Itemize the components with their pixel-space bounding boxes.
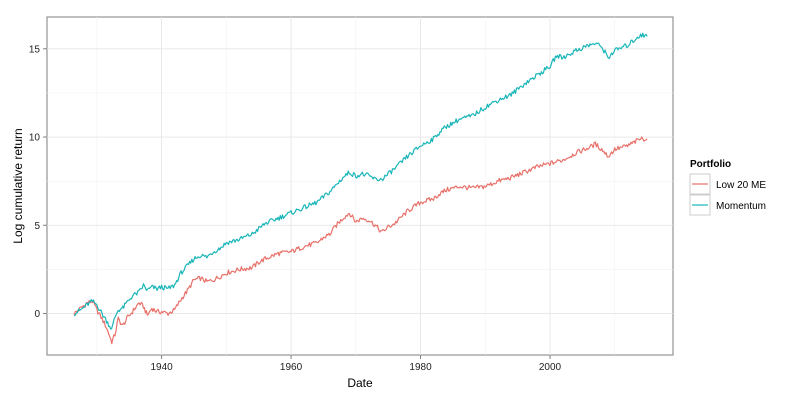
y-tick-label: 15: [29, 44, 41, 55]
grid-lines: [47, 17, 673, 355]
legend-label: Low 20 ME: [716, 180, 766, 191]
series-layer: [73, 32, 648, 345]
x-tick-label: 2000: [539, 362, 562, 373]
y-tick-label: 0: [34, 309, 40, 320]
y-axis-title: Log cumulative return: [11, 128, 25, 243]
legend-label: Momentum: [716, 201, 766, 212]
legend-title: Portfolio: [690, 159, 731, 170]
x-axis-title: Date: [347, 376, 373, 390]
x-tick-label: 1980: [409, 362, 432, 373]
y-axis: 0 5 10 15: [29, 44, 47, 320]
x-tick-label: 1960: [280, 362, 303, 373]
legend: Portfolio Low 20 ME Momentum: [689, 159, 766, 216]
series-line-momentum: [73, 32, 648, 330]
x-axis: 1940 1960 1980 2000: [150, 355, 562, 373]
y-tick-label: 10: [29, 133, 41, 144]
series-line-low-20-me: [73, 136, 648, 345]
x-tick-label: 1940: [150, 362, 173, 373]
y-tick-label: 5: [34, 221, 40, 232]
plot-panel: [46, 16, 674, 356]
